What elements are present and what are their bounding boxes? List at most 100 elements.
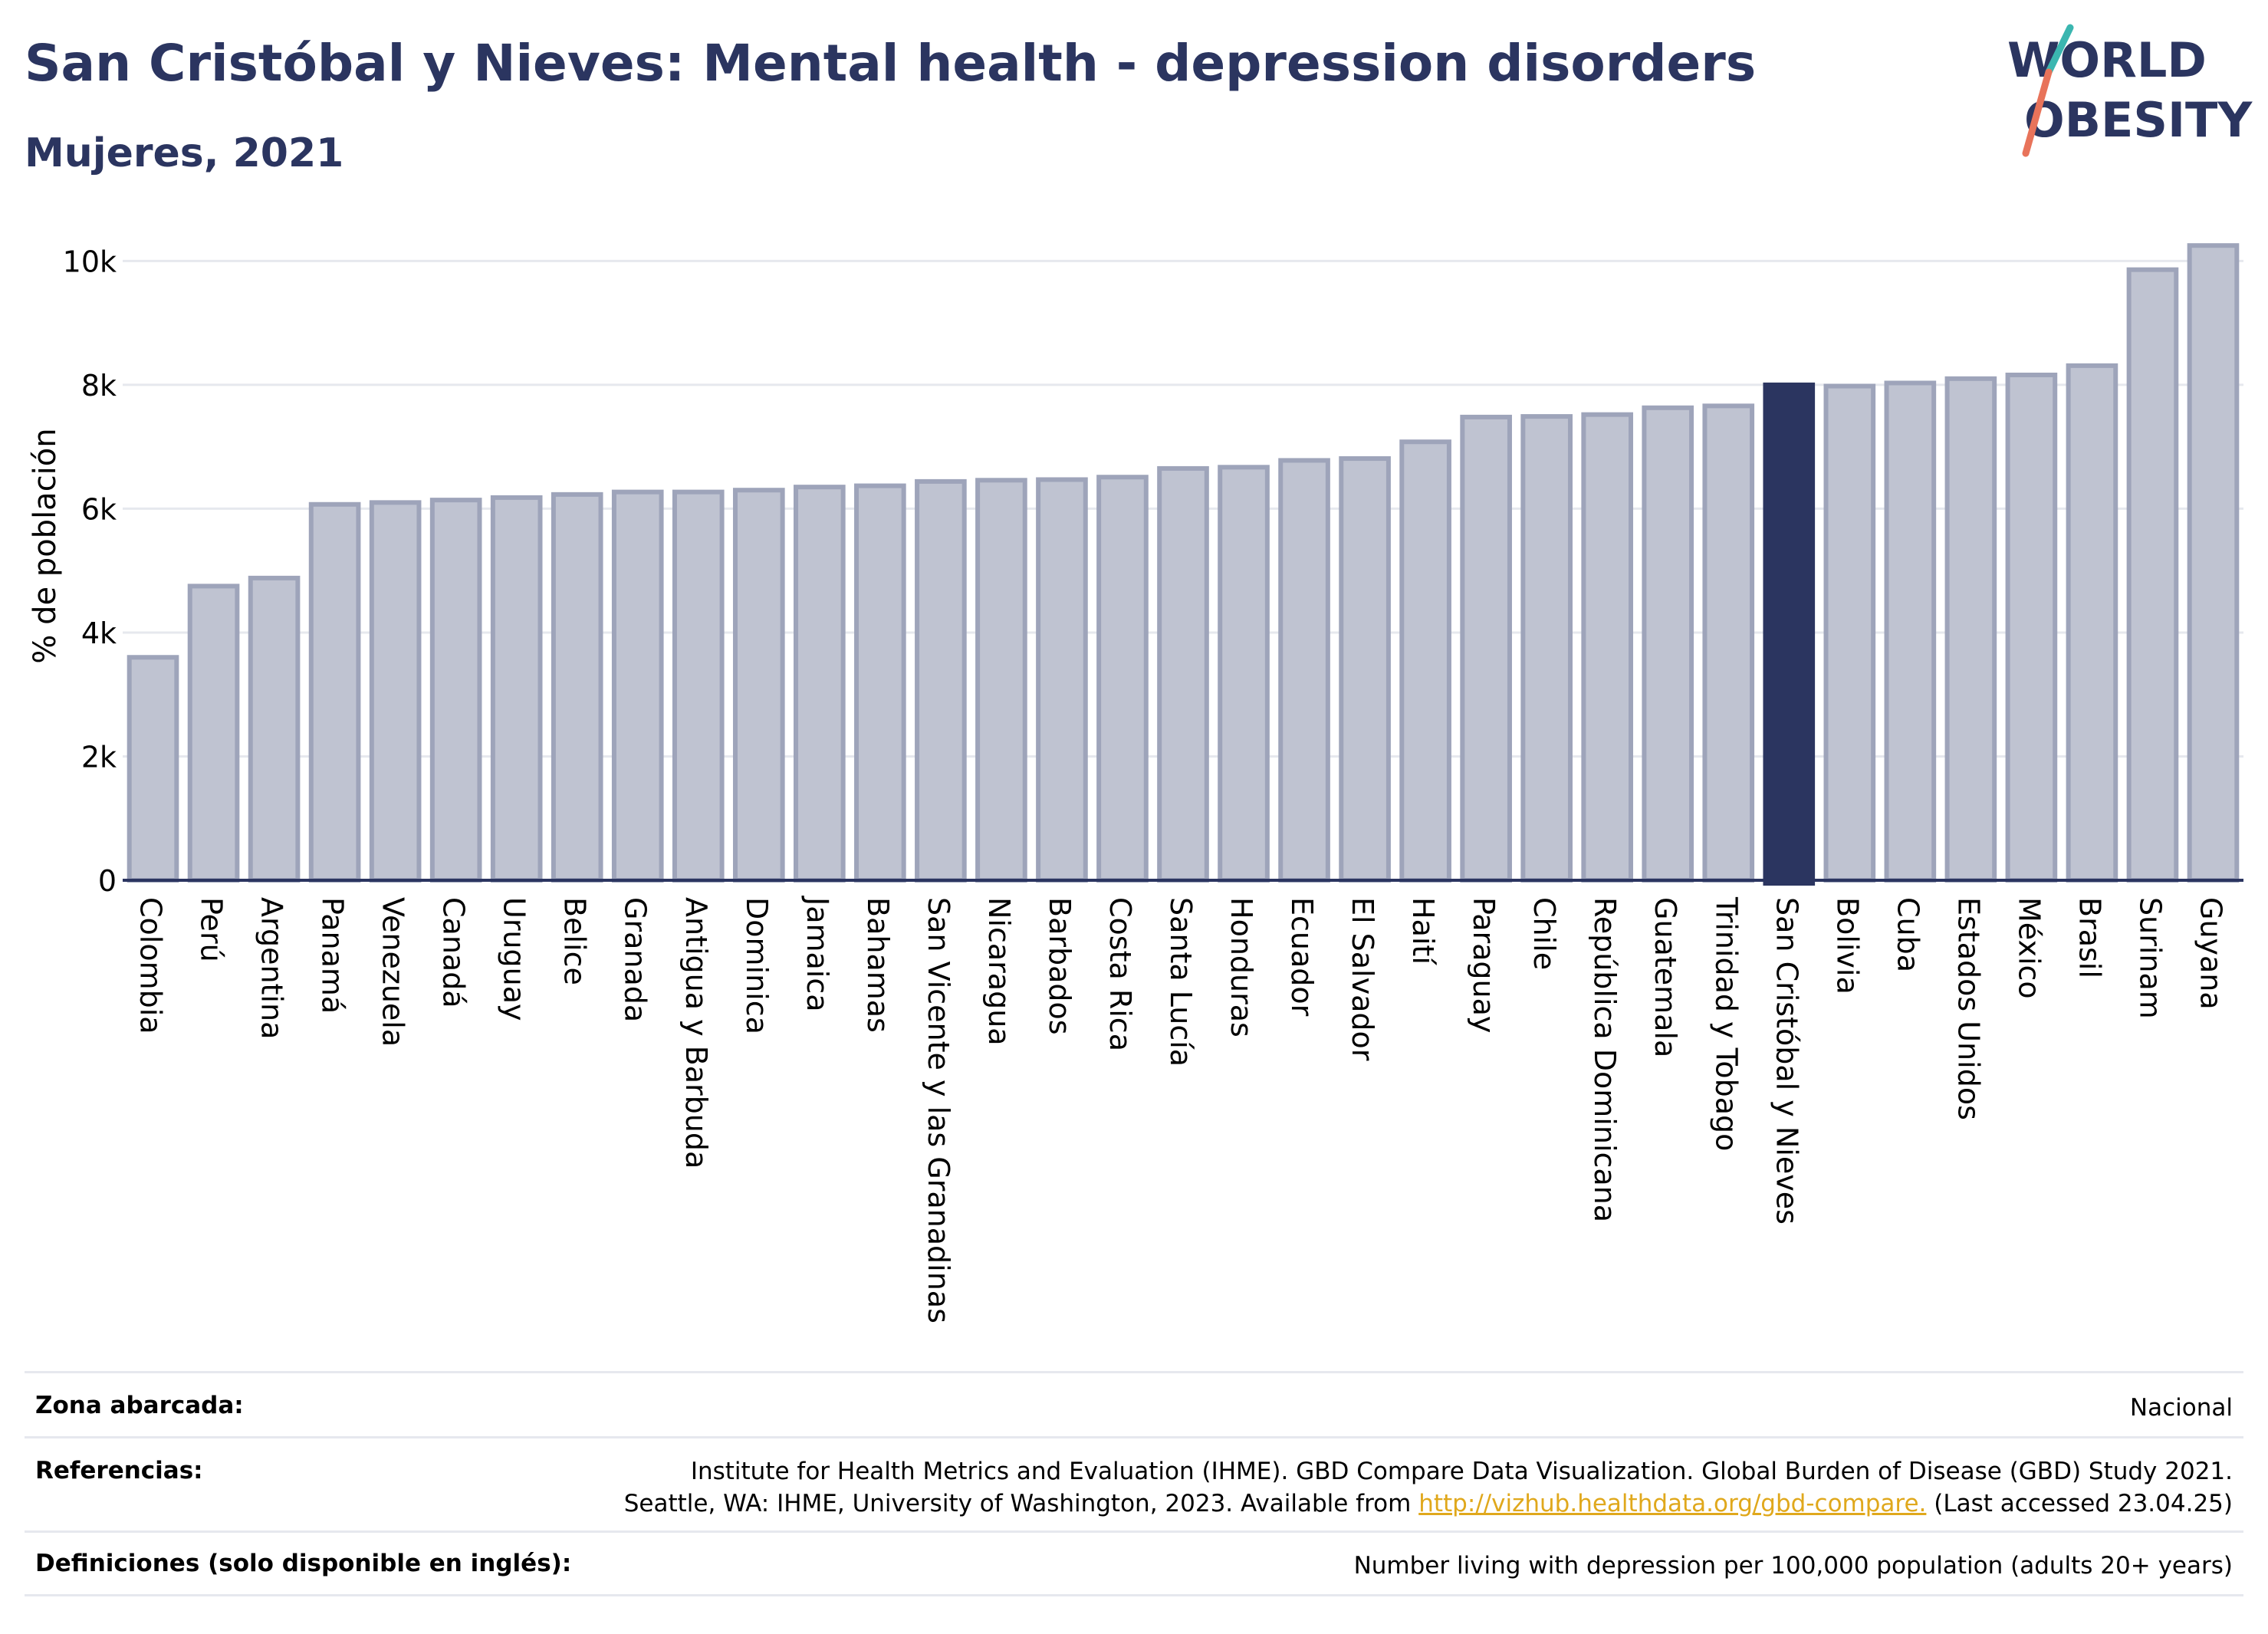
x-tick-label: Perú [195, 897, 228, 962]
x-tick-label: Nicaragua [982, 897, 1016, 1046]
x-tick-label: Estados Unidos [1951, 897, 1985, 1120]
x-tick-label: Jamaica [800, 896, 834, 1012]
bar[interactable] [1763, 382, 1816, 886]
x-tick-label: Canadá [437, 897, 471, 1008]
y-tick-label: 6k [81, 492, 117, 526]
info-row-references: Referencias: Institute for Health Metric… [25, 1436, 2243, 1530]
bar[interactable] [1884, 380, 1937, 883]
y-tick-label: 0 [98, 864, 117, 898]
references-link[interactable]: http://vizhub.healthdata.org/gbd-compare… [1418, 1490, 1927, 1517]
x-tick-label: Granada [619, 897, 652, 1022]
logo-line1: WORLD [2007, 32, 2207, 88]
x-tick-label: Trinidad y Tobago [1709, 896, 1743, 1151]
bar[interactable] [187, 584, 240, 883]
references-line2-pre: Seattle, WA: IHME, University of Washing… [623, 1490, 1419, 1517]
x-tick-label: Venezuela [376, 897, 410, 1047]
x-tick-label: Panamá [316, 897, 350, 1014]
bar[interactable] [1339, 456, 1391, 883]
bar[interactable] [2066, 363, 2118, 883]
references-label: Referencias: [35, 1457, 203, 1484]
definitions-value: Number living with depression per 100,00… [1353, 1552, 2233, 1580]
bar[interactable] [551, 492, 603, 883]
x-tick-label: Brasil [2072, 897, 2106, 978]
bar[interactable] [1520, 414, 1573, 883]
x-tick-label: Guatemala [1648, 897, 1682, 1057]
definitions-label: Definiciones (solo disponible en inglés)… [35, 1550, 572, 1577]
x-tick-label: Uruguay [498, 897, 531, 1021]
bar[interactable] [1096, 475, 1149, 883]
bar-chart: 0 2k 4k 6k 8k 10k Colombia Perú Argentina Panamá V… [28, 243, 2243, 1323]
references-value: Institute for Health Metrics and Evaluat… [624, 1455, 2233, 1520]
x-tick-label: Argentina [255, 897, 289, 1039]
bar[interactable] [2126, 267, 2179, 883]
bar[interactable] [1399, 439, 1451, 883]
bar[interactable] [794, 485, 846, 883]
x-tick-label: Ecuador [1285, 897, 1319, 1017]
axis-layer: 0 2k 4k 6k 8k 10k Colombia Perú Argentina Panamá V… [63, 245, 2243, 1323]
bar[interactable] [1157, 465, 1209, 883]
x-tick-label: Dominica [740, 897, 774, 1034]
bar[interactable] [915, 478, 967, 883]
x-tick-label: Bahamas [861, 897, 895, 1033]
x-tick-label: Chile [1527, 897, 1561, 970]
bar[interactable] [369, 500, 422, 883]
x-tick-label: Barbados [1043, 897, 1076, 1035]
chart-title: San Cristóbal y Nieves: Mental health - … [25, 34, 1757, 93]
info-table: Zona abarcada: Nacional Referencias: Ins… [25, 1371, 2243, 1596]
chart-subtitle: Mujeres, 2021 [25, 130, 344, 176]
y-tick-label: 10k [63, 245, 117, 278]
y-tick-label: 2k [81, 740, 117, 774]
x-tick-label: Santa Lucía [1164, 897, 1198, 1067]
x-tick-label: República Dominicana [1588, 897, 1622, 1222]
bar[interactable] [2005, 372, 2058, 883]
bar[interactable] [429, 498, 482, 883]
world-obesity-logo: WORLD OBESITY [2007, 24, 2253, 157]
coverage-value: Nacional [2129, 1394, 2233, 1422]
x-tick-label: Colombia [134, 897, 168, 1034]
bar[interactable] [1823, 383, 1876, 883]
x-tick-label: México [2012, 897, 2046, 999]
y-axis-label: % de población [28, 428, 63, 663]
references-line2-post: (Last accessed 23.04.25) [1926, 1490, 2233, 1517]
info-row-definitions: Definiciones (solo disponible en inglés)… [25, 1530, 2243, 1596]
y-tick-label: 8k [81, 369, 117, 403]
bar[interactable] [490, 495, 543, 883]
bar[interactable] [2187, 243, 2240, 883]
bar[interactable] [975, 478, 1027, 883]
bar[interactable] [127, 655, 179, 883]
bar[interactable] [1460, 414, 1512, 883]
x-tick-label: Costa Rica [1103, 897, 1137, 1051]
bar[interactable] [308, 501, 361, 883]
logo-line2: OBESITY [2024, 92, 2253, 148]
bar[interactable] [1278, 458, 1330, 883]
info-row-coverage: Zona abarcada: Nacional [25, 1371, 2243, 1436]
bar[interactable] [672, 489, 725, 883]
bar[interactable] [1642, 405, 1694, 883]
x-tick-label: Surinam [2133, 897, 2167, 1019]
x-tick-label: Guyana [2194, 897, 2227, 1010]
x-tick-label: San Cristóbal y Nieves [1770, 897, 1803, 1225]
x-tick-label: Honduras [1224, 897, 1258, 1037]
bar[interactable] [1036, 477, 1088, 883]
x-tick-label: Haití [1406, 897, 1440, 965]
bar[interactable] [854, 483, 906, 883]
x-tick-label: San Vicente y las Granadinas [922, 897, 955, 1323]
bar[interactable] [1702, 403, 1755, 883]
bar[interactable] [1581, 412, 1634, 883]
x-tick-label: Belice [558, 897, 592, 985]
bar[interactable] [611, 489, 664, 883]
x-tick-label: Bolivia [1830, 897, 1864, 995]
x-tick-label: El Salvador [1346, 897, 1379, 1061]
bar[interactable] [1944, 376, 1997, 883]
bar[interactable] [732, 488, 785, 883]
references-line1: Institute for Health Metrics and Evaluat… [690, 1458, 2233, 1485]
bar[interactable] [1218, 465, 1270, 883]
x-tick-label: Cuba [1891, 897, 1925, 972]
bar-layer [127, 243, 2240, 886]
references-line2: Seattle, WA: IHME, University of Washing… [624, 1488, 2233, 1520]
y-tick-label: 4k [81, 616, 117, 650]
bar[interactable] [248, 575, 301, 883]
x-tick-label: Paraguay [1467, 897, 1500, 1033]
x-tick-label: Antigua y Barbuda [679, 897, 713, 1169]
coverage-label: Zona abarcada: [35, 1392, 244, 1419]
